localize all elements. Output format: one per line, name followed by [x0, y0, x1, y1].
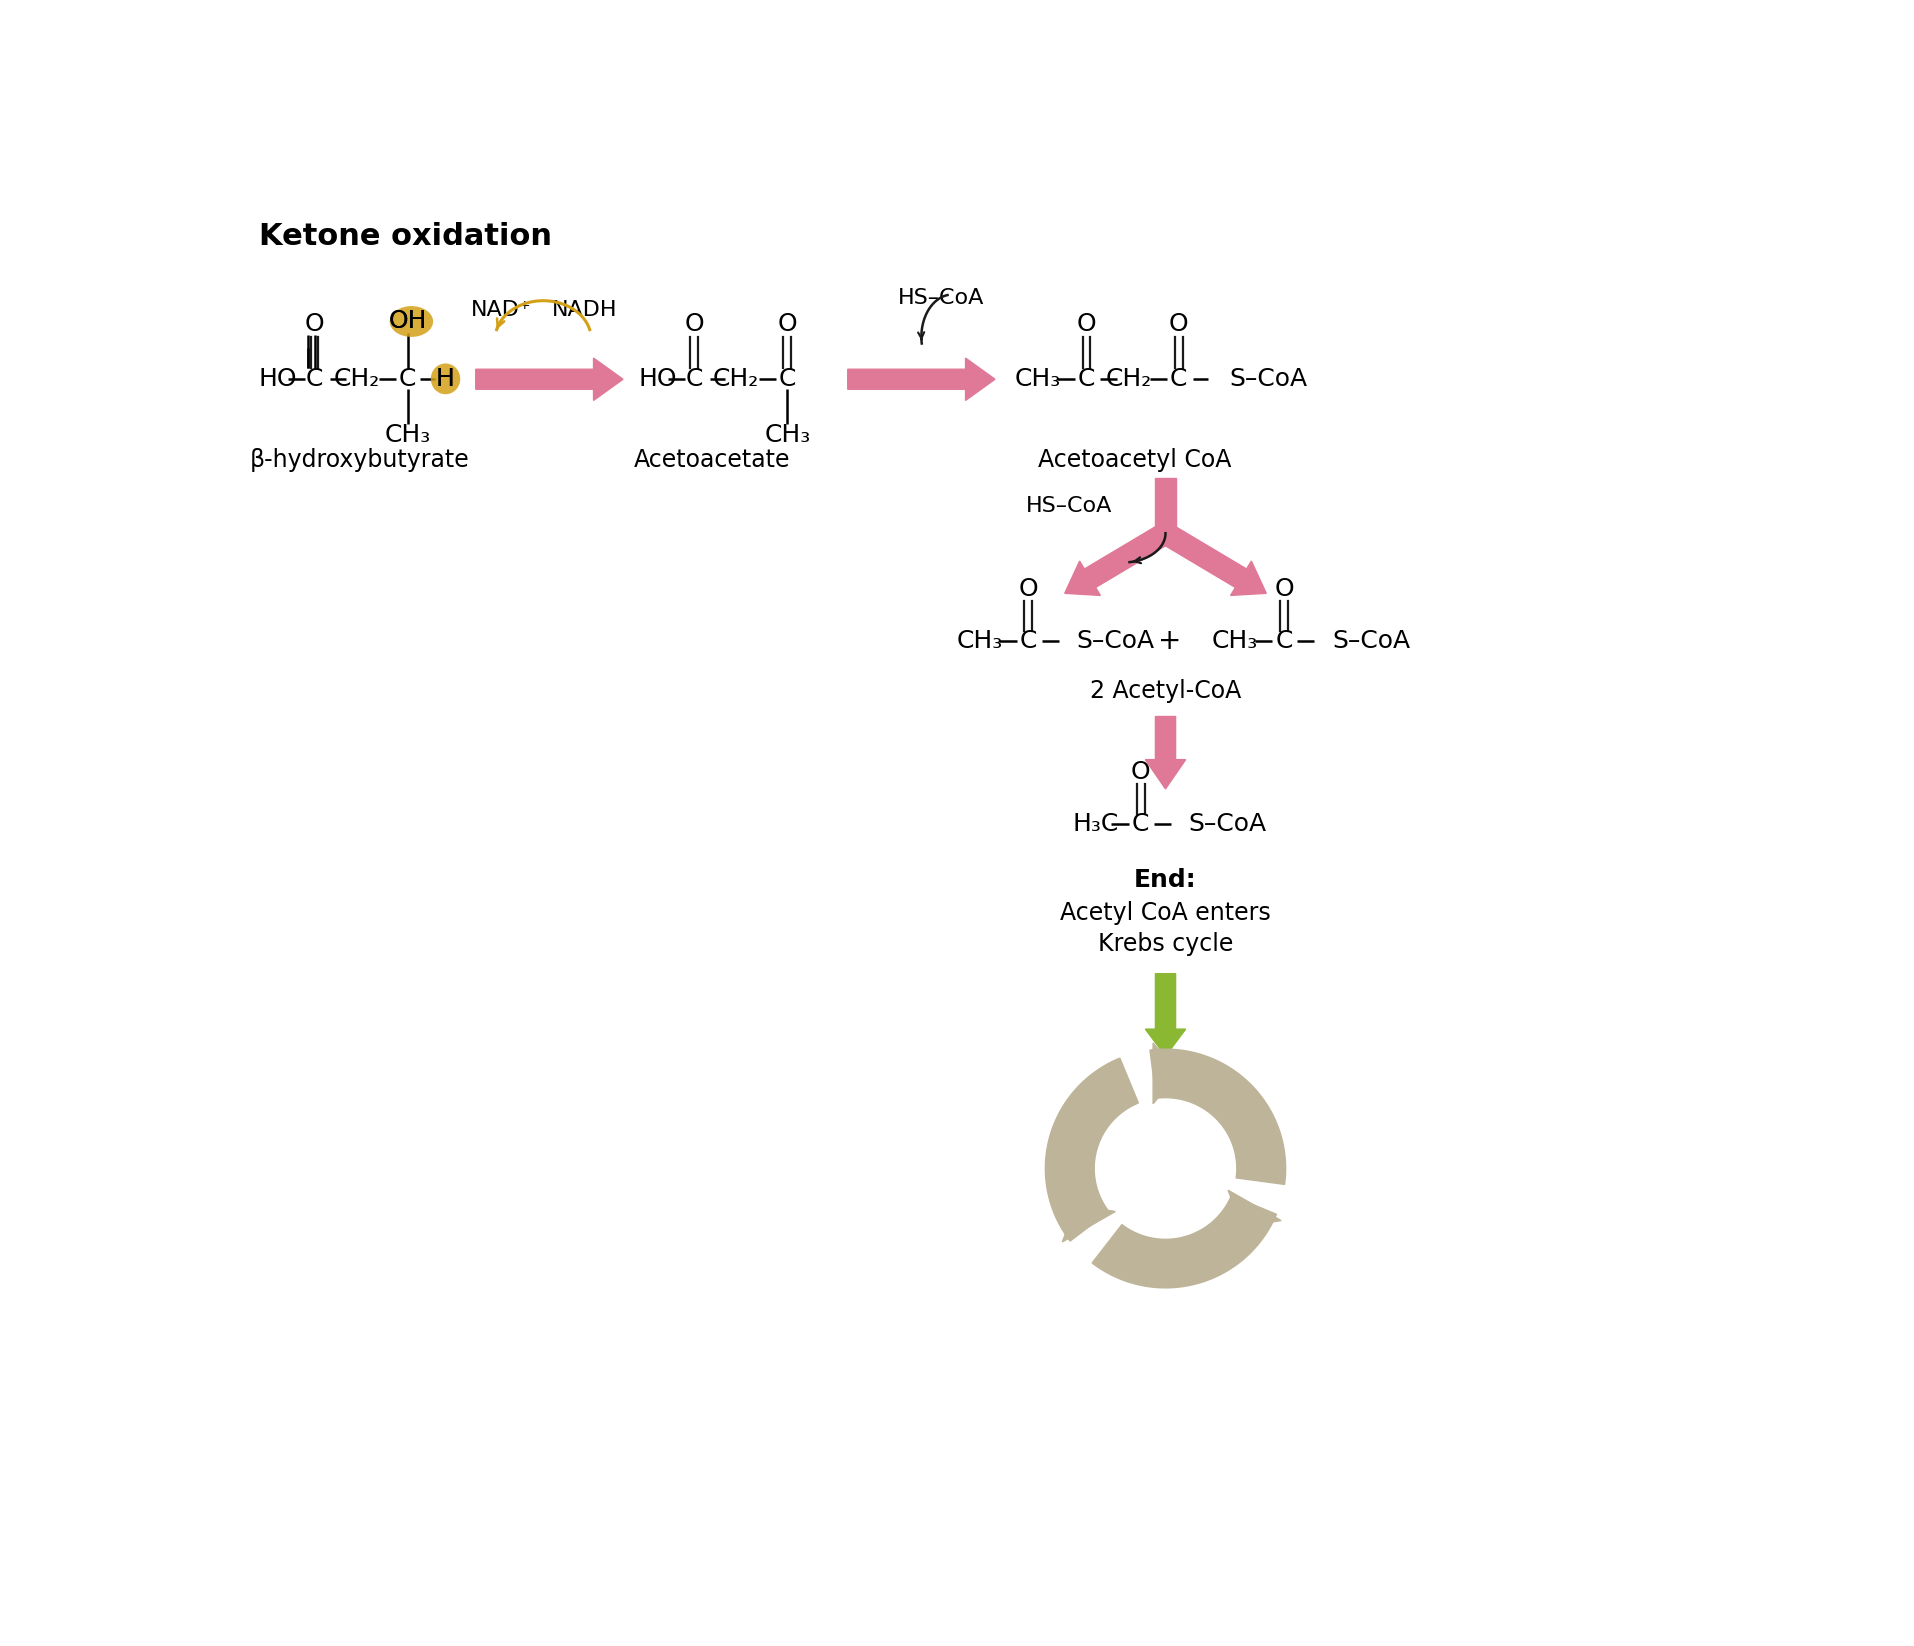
Text: +: +	[1158, 627, 1181, 655]
Text: CH₃: CH₃	[955, 629, 1001, 653]
Text: O: O	[1273, 576, 1294, 601]
Ellipse shape	[390, 306, 433, 337]
Text: H: H	[434, 367, 454, 392]
Text: CH₂: CH₂	[1104, 367, 1150, 392]
Text: 2 Acetyl-CoA: 2 Acetyl-CoA	[1089, 680, 1240, 703]
Text: H₃C: H₃C	[1072, 811, 1118, 836]
Text: β-hydroxybutyrate: β-hydroxybutyrate	[249, 448, 469, 472]
Text: C: C	[1131, 811, 1148, 836]
FancyArrow shape	[1154, 477, 1175, 533]
Text: NADH: NADH	[551, 300, 616, 319]
Text: O: O	[1131, 760, 1150, 783]
Text: Acetoacetyl CoA: Acetoacetyl CoA	[1037, 448, 1231, 472]
Text: C: C	[1169, 367, 1187, 392]
Text: Krebs cycle: Krebs cycle	[1097, 932, 1233, 956]
Text: CH₃: CH₃	[1212, 629, 1257, 653]
Text: C: C	[685, 367, 702, 392]
Text: O: O	[777, 311, 796, 336]
Text: CH₂: CH₂	[712, 367, 758, 392]
Text: C: C	[779, 367, 796, 392]
Text: C: C	[1275, 629, 1292, 653]
Text: CH₃: CH₃	[385, 423, 431, 448]
FancyArrow shape	[1064, 523, 1171, 596]
Text: CH₃: CH₃	[1014, 367, 1060, 392]
Text: HO: HO	[258, 367, 297, 392]
Text: C: C	[398, 367, 415, 392]
Polygon shape	[1152, 1044, 1177, 1104]
Polygon shape	[1045, 1058, 1137, 1241]
Text: S–CoA: S–CoA	[1332, 629, 1409, 653]
Text: O: O	[304, 311, 323, 336]
FancyArrow shape	[1160, 523, 1265, 596]
FancyArrow shape	[1145, 974, 1185, 1057]
Polygon shape	[1227, 1190, 1280, 1226]
Text: CH₂: CH₂	[333, 367, 379, 392]
FancyArrow shape	[1145, 716, 1185, 788]
Text: Acetoacetate: Acetoacetate	[634, 448, 790, 472]
Text: O: O	[1076, 311, 1095, 336]
Ellipse shape	[431, 364, 459, 395]
Text: HS–CoA: HS–CoA	[1024, 497, 1112, 517]
Text: S–CoA: S–CoA	[1076, 629, 1154, 653]
Text: C: C	[306, 367, 323, 392]
Text: Ketone oxidation: Ketone oxidation	[258, 222, 551, 252]
Text: O: O	[1168, 311, 1189, 336]
Text: OH: OH	[389, 309, 427, 334]
Text: Acetyl CoA enters: Acetyl CoA enters	[1060, 900, 1271, 925]
Text: S–CoA: S–CoA	[1229, 367, 1307, 392]
Text: O: O	[1018, 576, 1037, 601]
Text: End:: End:	[1133, 867, 1196, 892]
FancyArrow shape	[848, 359, 995, 400]
Text: C: C	[1018, 629, 1037, 653]
Text: HO: HO	[637, 367, 678, 392]
Text: CH₃: CH₃	[764, 423, 810, 448]
Text: O: O	[683, 311, 704, 336]
Polygon shape	[1091, 1195, 1277, 1287]
Polygon shape	[1062, 1205, 1114, 1243]
Text: S–CoA: S–CoA	[1189, 811, 1267, 836]
Text: NAD⁺: NAD⁺	[471, 300, 532, 319]
Text: OH: OH	[389, 309, 427, 334]
Text: H: H	[434, 367, 454, 392]
Text: HS–CoA: HS–CoA	[898, 288, 984, 308]
Polygon shape	[1148, 1049, 1284, 1185]
Text: C: C	[1078, 367, 1095, 392]
FancyArrow shape	[475, 359, 622, 400]
